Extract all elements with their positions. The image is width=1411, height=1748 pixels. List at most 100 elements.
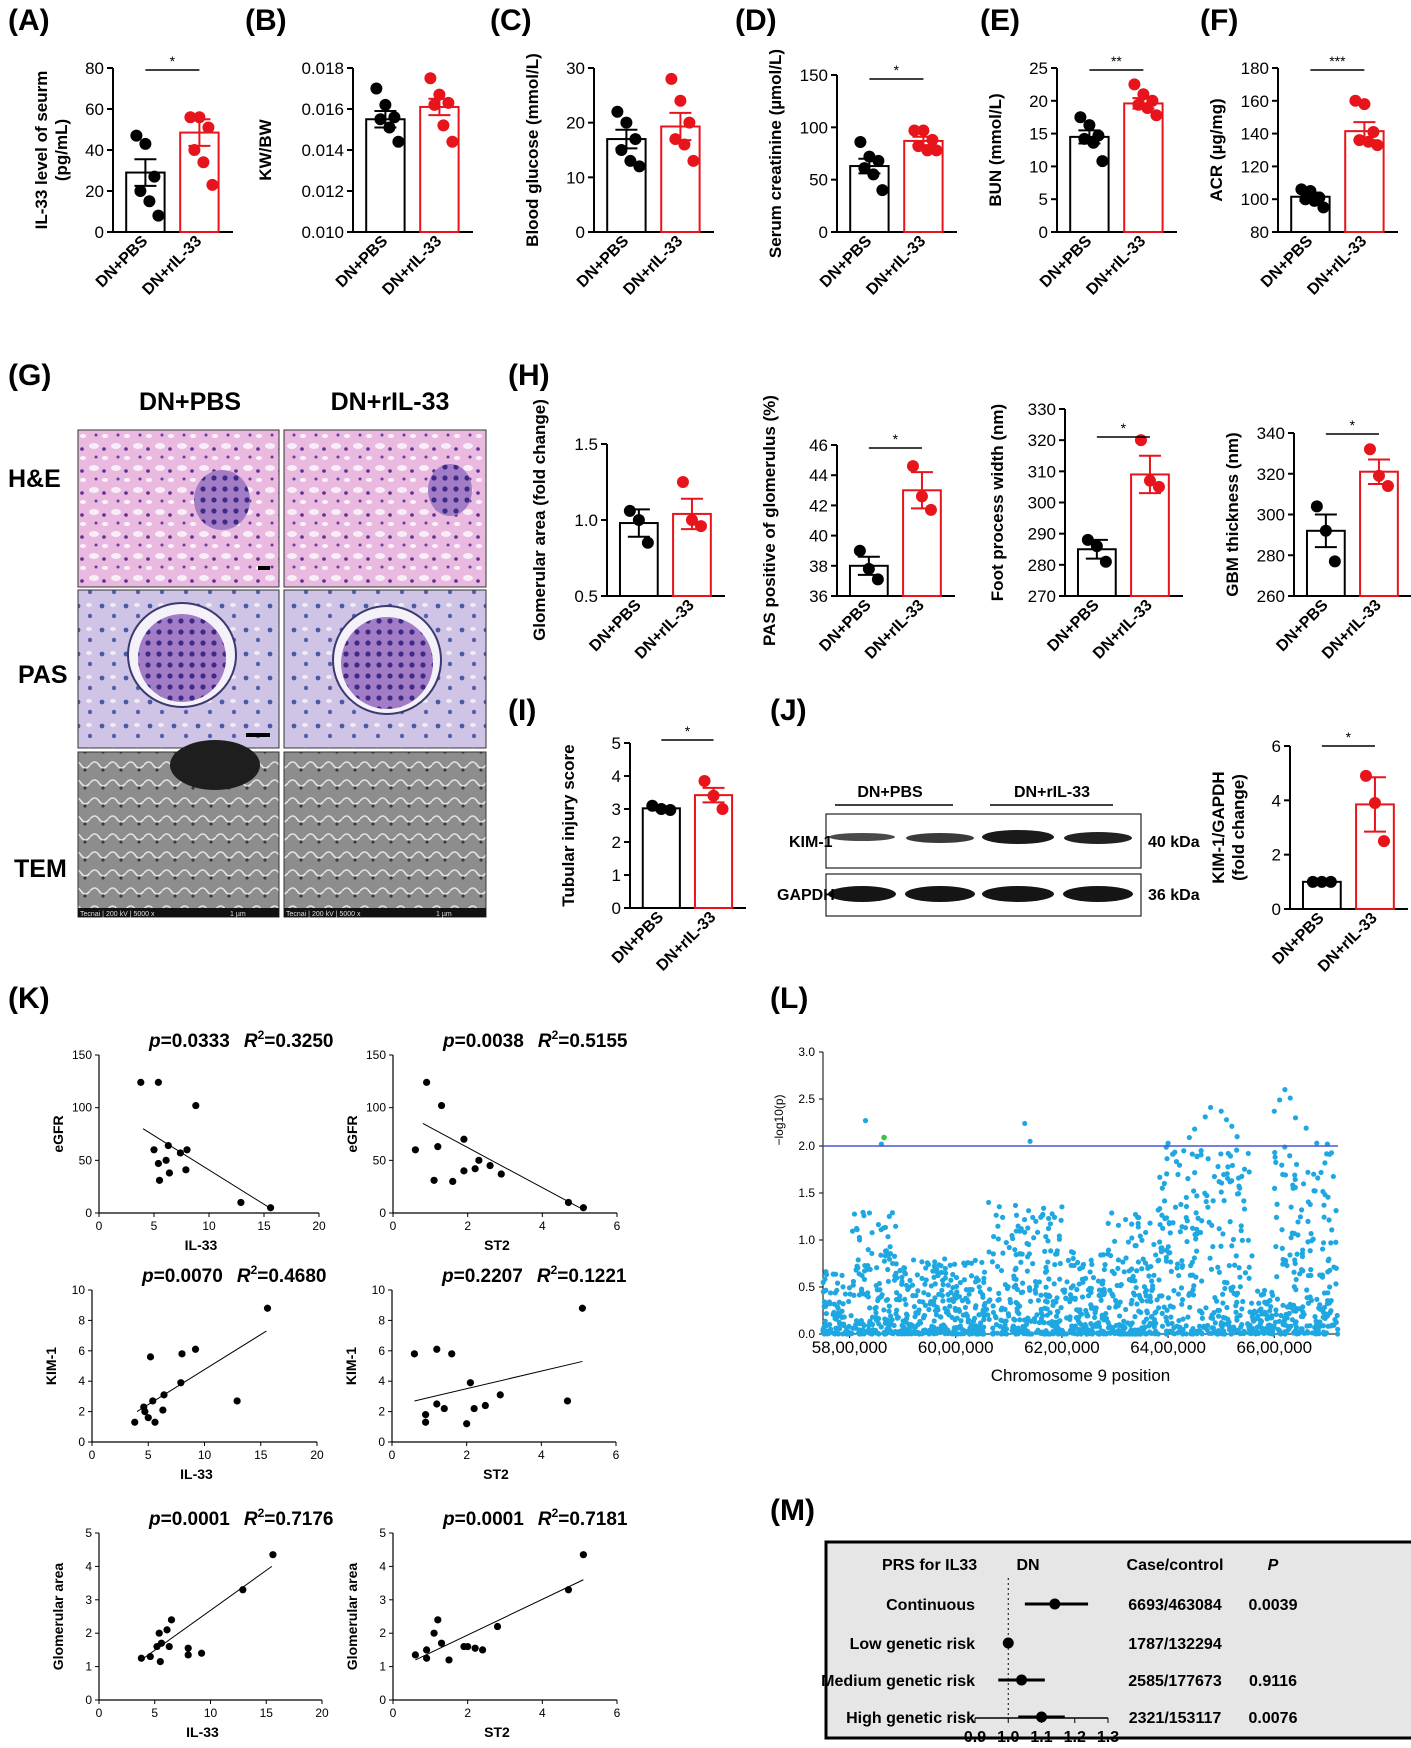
data-point <box>1278 1312 1284 1319</box>
data-point <box>940 1282 946 1288</box>
data-point <box>1112 1297 1119 1304</box>
x-tick-label: 20 <box>310 1448 324 1462</box>
data-point <box>873 1327 879 1334</box>
data-point <box>981 1279 987 1286</box>
data-point <box>1333 1208 1339 1214</box>
wb-label-kim1: KIM-1 <box>789 834 833 851</box>
y-tick-label: 0 <box>576 223 585 242</box>
data-point <box>1057 1276 1063 1282</box>
data-point <box>430 1176 438 1184</box>
data-point <box>894 1290 900 1296</box>
y-tick-label: 3 <box>379 1593 386 1607</box>
data-point <box>1367 125 1380 138</box>
data-point <box>1088 1321 1094 1327</box>
data-point <box>1047 1221 1054 1227</box>
data-point <box>422 1411 430 1419</box>
y-tick-label: 0 <box>95 223 104 242</box>
data-point <box>475 1156 483 1164</box>
stat-r-superscript: 2 <box>552 1506 559 1520</box>
data-point <box>1156 1239 1163 1245</box>
data-point <box>184 1644 192 1652</box>
data-point <box>976 1324 982 1330</box>
data-point <box>1250 1316 1256 1322</box>
data-point <box>164 1141 172 1150</box>
y-tick-label: 320 <box>1257 465 1285 484</box>
data-point <box>1134 1301 1140 1307</box>
data-point <box>1004 1285 1011 1292</box>
data-point <box>1291 1230 1297 1237</box>
data-point <box>1045 1238 1051 1244</box>
data-point <box>206 178 219 191</box>
data-point <box>893 1261 899 1267</box>
y-tick-label: 20 <box>85 182 104 201</box>
data-point <box>1181 1148 1187 1154</box>
data-point <box>990 1233 997 1240</box>
data-point <box>1134 1268 1140 1274</box>
data-point <box>1264 1312 1270 1318</box>
forest-row-p: 0.0076 <box>1249 1710 1298 1727</box>
x-tick-label: 0 <box>96 1219 103 1233</box>
data-point <box>183 1146 191 1154</box>
data-point <box>1015 1301 1021 1307</box>
data-point <box>981 1269 988 1275</box>
data-point <box>905 1286 911 1293</box>
data-point <box>1276 1097 1283 1103</box>
y-tick-label: 100 <box>72 1101 92 1115</box>
data-point <box>1216 1226 1222 1232</box>
x-tick-label: 64,00,000 <box>1130 1338 1206 1357</box>
x-tick-label: 1.3 <box>1097 1729 1119 1746</box>
bar-ril33 <box>1359 470 1399 597</box>
data-point <box>892 1223 899 1229</box>
data-point <box>966 1317 972 1323</box>
y-tick-label: 3.0 <box>798 1045 815 1059</box>
data-point <box>1099 1315 1105 1321</box>
x-tick-label: 4 <box>539 1219 546 1233</box>
stat-r-symbol: R <box>244 1031 258 1052</box>
data-point <box>1042 1269 1049 1275</box>
data-point <box>990 1309 997 1316</box>
histology-panel: DN+PBS DN+rIL-33 H&E PAS TEM <box>8 388 487 918</box>
data-point <box>623 504 636 517</box>
data-point <box>1143 474 1156 487</box>
data-point <box>1371 139 1384 152</box>
data-point <box>854 135 867 148</box>
data-point <box>237 1198 245 1207</box>
stat-r2-value: =0.5155 <box>558 1031 628 1052</box>
data-point <box>1122 1216 1129 1223</box>
data-point <box>197 156 210 169</box>
forest-frame <box>824 1540 1411 1740</box>
data-point <box>1308 1231 1314 1237</box>
data-point <box>1152 480 1165 493</box>
data-point <box>674 94 687 107</box>
stat-r-superscript: 2 <box>251 1263 258 1277</box>
data-point <box>1207 1255 1213 1261</box>
data-point <box>615 144 628 156</box>
data-point <box>1002 1281 1008 1288</box>
data-point <box>1128 78 1141 91</box>
data-point <box>1003 1239 1009 1246</box>
data-point <box>961 1277 968 1283</box>
data-point <box>1092 1310 1098 1316</box>
y-tick-label: 2.0 <box>798 1139 815 1153</box>
data-point <box>1233 1309 1239 1315</box>
data-point <box>902 1296 908 1302</box>
y-tick-label: 150 <box>800 66 828 85</box>
data-point <box>1311 1171 1317 1177</box>
stat-p-value: =0.2207 <box>454 1266 523 1287</box>
data-point <box>874 1265 880 1271</box>
data-point <box>1324 875 1337 888</box>
chart-k1: 0 5 10 15 20 0 50 100 150 IL-33 eGFR p=0.0333 R2=0.3… <box>50 1028 333 1253</box>
data-point <box>990 1303 996 1309</box>
data-point <box>945 1291 951 1298</box>
data-point <box>563 1397 572 1405</box>
data-point <box>873 1282 879 1289</box>
wb-group-ril33: DN+rIL-33 <box>1014 784 1090 801</box>
data-point <box>895 1330 901 1336</box>
data-point <box>832 1315 838 1322</box>
data-point <box>1273 1311 1279 1318</box>
data-point <box>1210 1244 1216 1250</box>
y-tick-label: 36 <box>809 587 828 606</box>
data-point <box>1106 1322 1112 1329</box>
data-point <box>149 1397 157 1405</box>
data-point <box>1298 1326 1304 1332</box>
